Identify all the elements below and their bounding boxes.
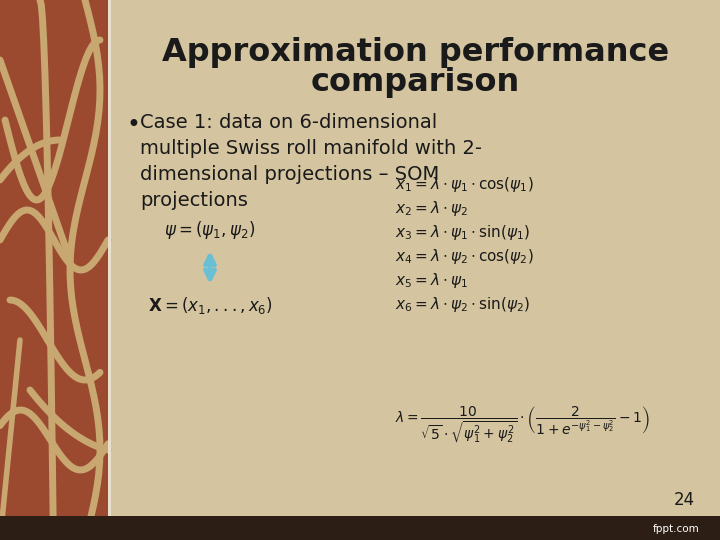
Text: dimensional projections – SOM: dimensional projections – SOM [140, 165, 439, 184]
Bar [0, 0, 108, 540]
FancyArrowPatch shape [205, 256, 215, 279]
Bar [110, 0, 720, 540]
Text: $x_1=\lambda\cdot\psi_1\cdot\cos(\psi_1)$: $x_1=\lambda\cdot\psi_1\cdot\cos(\psi_1)… [395, 176, 534, 194]
Text: comparison: comparison [311, 66, 520, 98]
Bar [0, 516, 720, 540]
Text: Case 1: data on 6-dimensional: Case 1: data on 6-dimensional [140, 112, 437, 132]
Text: $x_2=\lambda\cdot\psi_2$: $x_2=\lambda\cdot\psi_2$ [395, 199, 468, 219]
Text: $\lambda=\dfrac{10}{\sqrt{5}\cdot\sqrt{\psi_1^2+\psi_2^2}}\cdot\left(\dfrac{2}{1: $\lambda=\dfrac{10}{\sqrt{5}\cdot\sqrt{\… [395, 405, 650, 445]
Text: $\mathbf{X}=(x_1,...,x_6)$: $\mathbf{X}=(x_1,...,x_6)$ [148, 294, 272, 315]
Text: 24: 24 [674, 491, 695, 509]
Text: $x_3=\lambda\cdot\psi_1\cdot\sin(\psi_1)$: $x_3=\lambda\cdot\psi_1\cdot\sin(\psi_1)… [395, 224, 530, 242]
Text: fppt.com: fppt.com [653, 524, 700, 534]
Text: multiple Swiss roll manifold with 2-: multiple Swiss roll manifold with 2- [140, 138, 482, 158]
Text: $x_5=\lambda\cdot\psi_1$: $x_5=\lambda\cdot\psi_1$ [395, 272, 468, 291]
Text: $x_6=\lambda\cdot\psi_2\cdot\sin(\psi_2)$: $x_6=\lambda\cdot\psi_2\cdot\sin(\psi_2)… [395, 295, 530, 314]
Text: $\psi=(\psi_1,\psi_2)$: $\psi=(\psi_1,\psi_2)$ [164, 219, 256, 241]
Text: Approximation performance: Approximation performance [162, 37, 669, 68]
Text: $x_4=\lambda\cdot\psi_2\cdot\cos(\psi_2)$: $x_4=\lambda\cdot\psi_2\cdot\cos(\psi_2)… [395, 247, 534, 267]
Bar [108, 0, 111, 540]
Text: •: • [126, 113, 140, 137]
Text: projections: projections [140, 191, 248, 210]
